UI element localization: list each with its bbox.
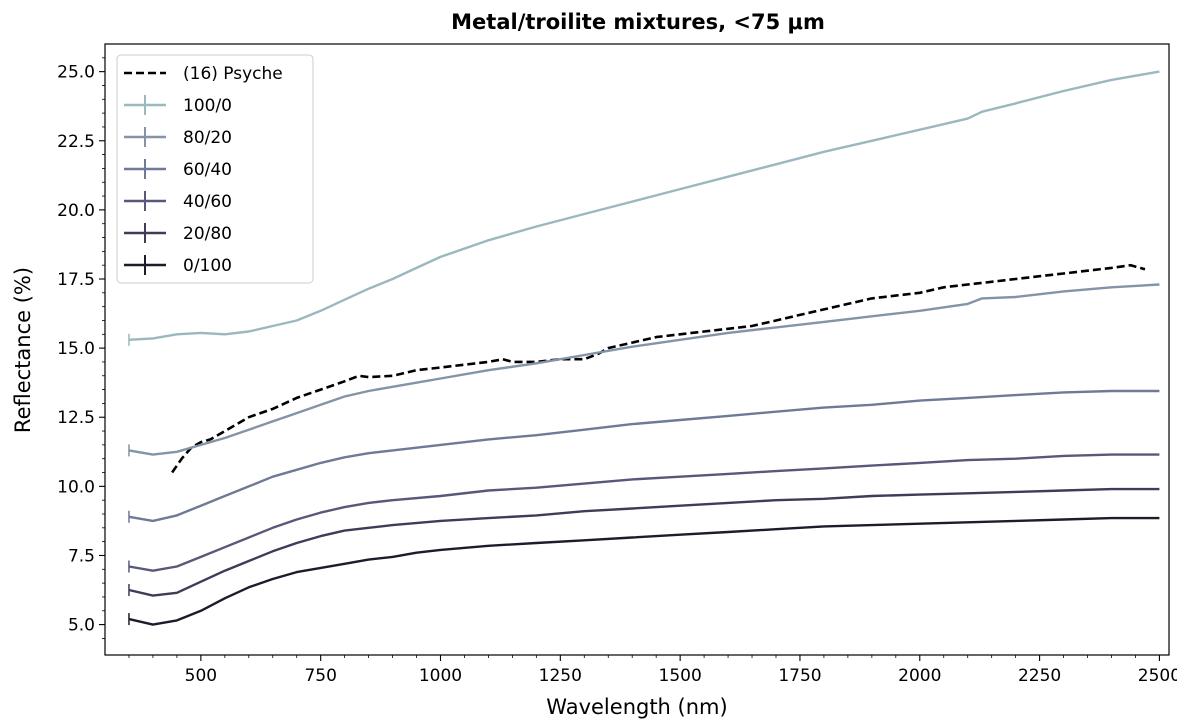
x-tick-label: 750 [304, 666, 336, 686]
series-line-1 [128, 70, 1160, 341]
x-tick-label: 500 [185, 666, 217, 686]
x-tick-label: 1750 [778, 666, 821, 686]
x-axis-label: Wavelength (nm) [546, 695, 727, 719]
x-tick-label: 2000 [898, 666, 941, 686]
y-axis: 5.0 7.5 10.0 12.5 15.0 17.5 20.0 22.5 25.0 [57, 57, 105, 639]
legend-label-2: 80/20 [183, 128, 232, 148]
y-tick-label: 25.0 [57, 63, 95, 83]
chart-title: Metal/troilite mixtures, <75 μm [451, 10, 825, 34]
series-line-5 [128, 487, 1160, 597]
x-axis: 500 750 1000 1250 1500 1750 2000 2250 2500 [128, 655, 1177, 686]
x-tick-label: 1250 [539, 666, 582, 686]
y-tick-label: 20.0 [57, 201, 95, 221]
series-line-2 [128, 283, 1160, 456]
y-tick-label: 12.5 [57, 408, 95, 428]
legend-label-5: 20/80 [183, 224, 232, 244]
y-axis-label: Reflectance (%) [11, 267, 35, 433]
y-tick-label: 10.0 [57, 477, 95, 497]
legend-label-1: 100/0 [183, 96, 232, 116]
legend-label-4: 40/60 [183, 192, 232, 212]
series-layer [128, 70, 1160, 626]
plot-area-frame [104, 43, 1170, 656]
series-line-4 [128, 453, 1160, 572]
x-tick-label: 2500 [1138, 666, 1177, 686]
legend-label-0: (16) Psyche [183, 64, 283, 84]
legend: (16) Psyche 100/0 80/20 60/40 40/60 20/80 0/10… [116, 54, 314, 284]
y-tick-label: 7.5 [68, 546, 95, 566]
legend-box [116, 54, 314, 284]
x-tick-label: 1500 [659, 666, 702, 686]
y-tick-label: 22.5 [57, 132, 95, 152]
x-tick-label: 1000 [419, 666, 462, 686]
series-line-6 [128, 516, 1160, 626]
series-line-0 [171, 263, 1146, 474]
y-tick-label: 17.5 [57, 270, 95, 290]
legend-label-6: 0/100 [183, 256, 232, 276]
x-tick-label: 2250 [1018, 666, 1061, 686]
series-line-3 [128, 389, 1160, 523]
y-tick-label: 5.0 [68, 616, 95, 636]
legend-label-3: 60/40 [183, 160, 232, 180]
y-tick-label: 15.0 [57, 339, 95, 359]
